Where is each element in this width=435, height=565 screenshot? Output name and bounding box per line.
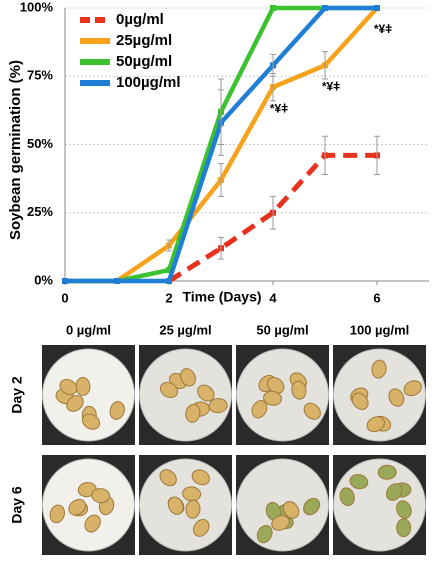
y-axis-label: Soybean germination (%)	[7, 60, 24, 240]
row-label: Day 2	[9, 376, 25, 414]
seed	[191, 469, 210, 486]
seed	[68, 498, 87, 516]
seed	[75, 377, 91, 397]
seed	[396, 518, 412, 538]
seed	[192, 519, 210, 537]
seed	[396, 500, 412, 519]
y-tick-label: 25%	[27, 204, 53, 219]
seed	[180, 368, 196, 387]
petri-dish	[236, 348, 329, 442]
error-bar	[270, 195, 276, 230]
x-tick-label: 6	[373, 290, 380, 305]
seed	[271, 515, 290, 531]
seed	[371, 359, 387, 379]
petri-dish	[139, 458, 232, 552]
seed	[256, 524, 273, 544]
seed	[49, 504, 65, 524]
seed	[339, 487, 355, 507]
x-axis-label: Time (Days)	[182, 289, 261, 305]
seed	[388, 388, 405, 407]
legend-label: 100µg/ml	[116, 74, 181, 91]
seed	[386, 483, 403, 501]
x-tick-label: 0	[61, 290, 68, 305]
seed	[185, 499, 201, 519]
y-tick-label: 75%	[27, 68, 53, 83]
point	[166, 278, 172, 284]
y-tick-label: 100%	[20, 0, 54, 14]
seed	[263, 390, 282, 406]
error-bar	[166, 239, 172, 252]
error-bar	[218, 89, 224, 156]
seed	[84, 514, 101, 533]
petri-dish	[139, 348, 232, 442]
point	[270, 5, 276, 11]
seed	[349, 473, 369, 490]
error-bar	[218, 236, 224, 260]
seed	[251, 400, 268, 419]
column-label: 50 µg/ml	[256, 322, 308, 337]
point	[62, 278, 68, 284]
x-tick-label: 4	[269, 290, 277, 305]
annotation: *¥ǂ	[322, 80, 340, 94]
error-bar	[322, 135, 328, 176]
y-tick-label: 0%	[34, 272, 53, 287]
seed	[291, 380, 307, 400]
seed	[403, 380, 422, 397]
error-bar	[374, 135, 380, 176]
point	[374, 5, 380, 11]
annotation: *¥ǂ	[374, 22, 392, 36]
legend-label: 50µg/ml	[116, 53, 172, 70]
seed	[377, 464, 397, 480]
seed	[197, 384, 215, 402]
seed	[185, 403, 201, 423]
seed	[91, 488, 111, 504]
error-bar	[322, 51, 328, 80]
column-label: 0 µg/ml	[66, 322, 111, 337]
row-label: Day 6	[9, 486, 25, 524]
point	[322, 5, 328, 11]
x-tick-label: 2	[165, 290, 172, 305]
seed	[59, 378, 78, 396]
seed	[109, 401, 125, 420]
seed	[66, 395, 84, 412]
y-tick-label: 50%	[27, 136, 53, 151]
seed	[366, 416, 385, 433]
seed	[167, 496, 184, 515]
seed	[266, 376, 285, 394]
seed	[282, 501, 300, 519]
point	[166, 267, 172, 274]
legend-label: 0µg/ml	[116, 11, 164, 28]
seed	[303, 402, 321, 420]
point	[114, 278, 120, 284]
seed	[159, 382, 179, 398]
error-bar	[218, 163, 224, 197]
column-label: 100 µg/ml	[350, 322, 410, 337]
petri-dish	[333, 348, 426, 442]
annotation: *¥ǂ	[270, 101, 288, 115]
petri-dish	[42, 458, 135, 552]
seed	[303, 497, 321, 516]
seed	[351, 392, 369, 410]
petri-dish	[42, 348, 135, 442]
error-bar	[270, 53, 276, 77]
legend-label: 25µg/ml	[116, 32, 172, 49]
column-label: 25 µg/ml	[159, 322, 211, 337]
seed	[81, 413, 101, 430]
seed	[159, 469, 177, 487]
